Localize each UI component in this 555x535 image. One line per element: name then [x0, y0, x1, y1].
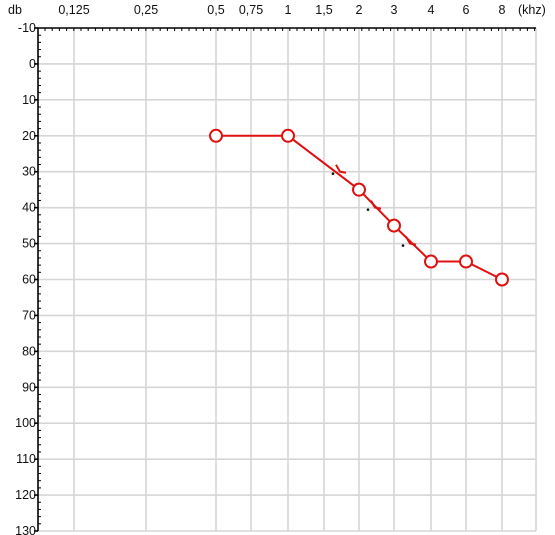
y-tick-label: 100 [15, 416, 36, 430]
x-tick-label: 0,25 [134, 3, 158, 17]
x-tick-label: 0,125 [58, 3, 89, 17]
y-tick-label: 110 [16, 452, 36, 466]
mark-dot [401, 244, 405, 247]
y-tick-label: -10 [18, 21, 36, 35]
y-tick-label: 90 [22, 380, 36, 394]
data-point [424, 254, 438, 269]
y-tick-label: 10 [22, 93, 36, 107]
y-tick-label: 60 [22, 273, 36, 287]
bone-conduction-mark [405, 236, 417, 246]
bone-conduction-mark [335, 164, 347, 174]
y-tick-label: 30 [22, 165, 36, 179]
x-tick-label: 0,75 [239, 3, 263, 17]
x-unit-label: (khz) [518, 3, 546, 17]
tick-labels: db (khz) 0,125 0,25 0,5 0,75 1 1,5 2 3 4 6 8 -10 0 10… [8, 3, 546, 535]
data-point [352, 182, 366, 197]
data-point [281, 128, 295, 143]
x-tick-label: 4 [428, 3, 435, 17]
y-tick-label: 130 [15, 524, 36, 535]
grid [38, 28, 537, 532]
data-point [209, 128, 223, 143]
y-tick-label: 40 [22, 201, 36, 215]
y-tick-label: 0 [29, 57, 36, 71]
mark-dot [331, 172, 335, 176]
data-point [495, 272, 509, 287]
data-point [387, 218, 401, 233]
x-tick-label: 6 [463, 3, 470, 17]
x-tick-label: 0,5 [207, 3, 224, 17]
mark-dot [366, 208, 370, 211]
x-tick-label: 1 [285, 3, 292, 17]
y-tick-label: 120 [15, 488, 36, 502]
y-tick-label: 50 [22, 237, 36, 251]
x-tick-label: 8 [499, 3, 506, 17]
y-unit-label: db [8, 3, 22, 17]
axes [34, 27, 536, 532]
data-point [459, 254, 473, 269]
y-tick-label: 70 [22, 308, 36, 322]
x-tick-label: 1,5 [315, 3, 332, 17]
y-tick-label: 20 [22, 129, 36, 143]
bone-conduction-mark [370, 200, 382, 210]
series [209, 128, 509, 287]
y-tick-label: 80 [22, 344, 36, 358]
x-tick-label: 3 [391, 3, 398, 17]
x-tick-label: 2 [356, 3, 363, 17]
